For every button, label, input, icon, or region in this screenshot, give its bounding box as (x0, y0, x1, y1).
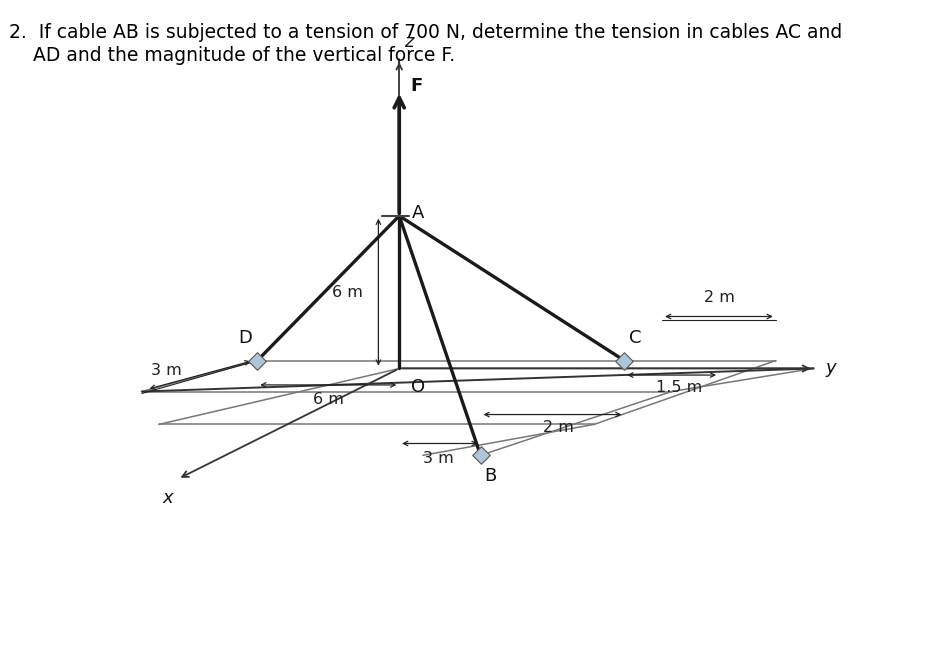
Point (617, 355, 632, 366)
Text: O: O (411, 378, 425, 396)
Text: 2 m: 2 m (704, 290, 734, 305)
Text: 6 m: 6 m (332, 285, 363, 299)
Text: AD and the magnitude of the vertical force F.: AD and the magnitude of the vertical for… (9, 46, 456, 65)
Text: y: y (826, 359, 836, 378)
Text: 3 m: 3 m (423, 451, 453, 466)
Text: C: C (629, 330, 641, 347)
Text: B: B (484, 467, 496, 485)
Text: 6 m: 6 m (313, 392, 343, 407)
Text: D: D (238, 330, 253, 347)
Text: z: z (404, 34, 413, 51)
Point (473, 450, 488, 461)
Text: 3 m: 3 m (150, 363, 182, 378)
Point (250, 355, 265, 366)
Text: 2.  If cable AB is subjected to a tension of 700 N, determine the tension in cab: 2. If cable AB is subjected to a tension… (9, 23, 843, 42)
Text: F: F (411, 76, 423, 95)
Text: 2 m: 2 m (543, 420, 573, 435)
Text: 1.5 m: 1.5 m (657, 380, 702, 395)
Text: x: x (163, 489, 173, 507)
Text: A: A (412, 203, 424, 222)
